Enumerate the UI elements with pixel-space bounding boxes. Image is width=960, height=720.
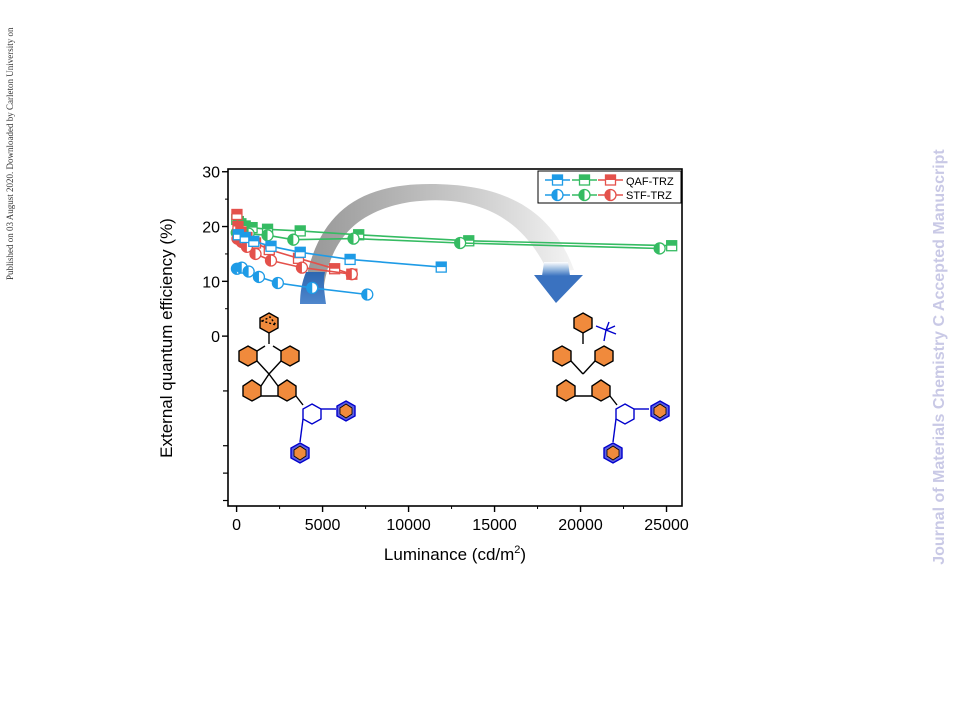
x-axis-label: Luminance (cd/m2): [384, 544, 526, 564]
legend-marker: [578, 174, 591, 186]
data-point: [287, 233, 300, 246]
x-axis: 0 5000 10000 15000 20000 25000: [232, 506, 689, 534]
legend-marker: [551, 174, 564, 186]
data-point: [328, 263, 341, 275]
data-point: [666, 240, 678, 252]
y-tick-label: 20: [202, 220, 220, 237]
data-point: [242, 265, 255, 278]
data-point: [361, 288, 374, 301]
data-point: [347, 232, 360, 245]
x-tick-label: 15000: [472, 517, 517, 534]
stf-trz-triazine-icon: [603, 400, 670, 464]
legend-marker: [604, 188, 617, 202]
y-axis: 30 20 10 0: [202, 165, 228, 502]
data-point: [294, 225, 306, 237]
x-tick-label: 5000: [305, 517, 341, 534]
data-point: [454, 236, 467, 250]
data-point: [248, 235, 260, 247]
stf-trz-tert-butyl-icon: [595, 321, 617, 342]
legend-marker: [551, 188, 564, 202]
plot-frame: [227, 168, 683, 507]
data-point: [249, 247, 262, 261]
qaf-trz-molecule-icon: [238, 312, 304, 406]
legend-label-stf: STF-TRZ: [626, 190, 672, 202]
legend-marker: [604, 174, 617, 186]
data-point: [345, 268, 358, 281]
data-point: [252, 270, 266, 284]
legend: QAF-TRZ STF-TRZ: [537, 170, 682, 204]
x-tick-label: 10000: [386, 517, 431, 534]
data-point: [344, 253, 356, 266]
data-point: [306, 281, 319, 295]
data-point: [435, 261, 447, 273]
data-point: [653, 242, 666, 255]
legend-marker: [578, 188, 591, 202]
curved-arrow-icon: [300, 184, 583, 304]
data-point: [264, 254, 278, 267]
x-tick-label: 0: [232, 517, 241, 534]
data-point: [231, 208, 243, 221]
y-tick-label: 10: [202, 274, 220, 291]
x-tick-label: 25000: [644, 517, 689, 534]
qaf-trz-triazine-icon: [290, 400, 356, 464]
y-axis-label: External quantum efficiency (%): [157, 218, 176, 458]
data-point: [265, 240, 277, 252]
data-point: [294, 246, 306, 258]
y-tick-label: 0: [211, 329, 220, 346]
legend-label-qaf: QAF-TRZ: [626, 176, 674, 188]
y-tick-label: 30: [202, 165, 220, 182]
data-point: [271, 276, 285, 290]
data-point: [295, 261, 309, 274]
data-series: [230, 208, 678, 301]
stf-trz-molecule-icon: [552, 312, 618, 406]
x-tick-label: 20000: [558, 517, 603, 534]
data-point: [261, 229, 274, 242]
